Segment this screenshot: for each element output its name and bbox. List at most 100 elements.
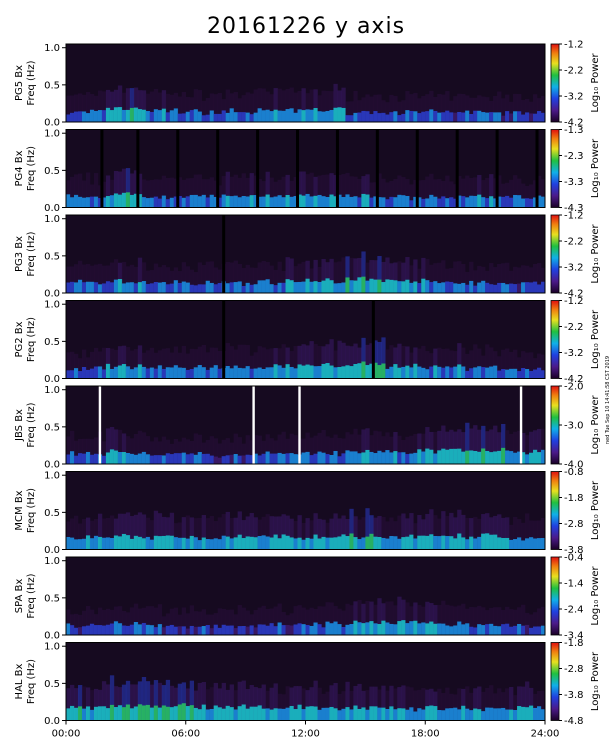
spectral-column xyxy=(337,90,342,122)
low-frequency-band xyxy=(373,623,378,635)
low-frequency-band xyxy=(181,281,187,293)
low-frequency-band xyxy=(161,705,167,721)
low-frequency-band xyxy=(133,283,139,293)
low-frequency-band xyxy=(313,195,318,208)
low-frequency-band xyxy=(425,198,430,208)
spectral-column xyxy=(473,688,478,721)
spectral-column xyxy=(485,344,490,379)
spectral-column xyxy=(209,177,214,208)
spectral-column xyxy=(133,266,139,293)
low-frequency-band xyxy=(453,198,458,208)
low-frequency-band xyxy=(257,536,262,550)
data-gap xyxy=(256,129,260,208)
spectral-column xyxy=(509,101,514,122)
spectral-column xyxy=(213,347,218,379)
low-frequency-band xyxy=(181,452,187,464)
low-frequency-band xyxy=(157,365,163,379)
low-frequency-band xyxy=(269,111,274,122)
spectral-column xyxy=(93,173,99,208)
low-frequency-band xyxy=(101,110,107,122)
spectral-column xyxy=(109,609,115,635)
spectral-column xyxy=(513,349,518,379)
spectral-column xyxy=(389,94,394,122)
spectral-column xyxy=(245,177,250,208)
spectral-column xyxy=(66,688,71,721)
spectral-column xyxy=(113,429,119,464)
spectral-column xyxy=(213,438,218,464)
low-frequency-band xyxy=(285,364,290,379)
low-frequency-band xyxy=(253,627,258,635)
spectral-column xyxy=(229,93,234,122)
low-frequency-band xyxy=(433,535,438,550)
low-frequency-band xyxy=(541,281,546,293)
low-frequency-band xyxy=(121,364,127,379)
spectral-column xyxy=(197,434,203,464)
low-frequency-band xyxy=(66,708,71,721)
low-frequency-band xyxy=(229,108,234,122)
low-frequency-band xyxy=(73,455,79,464)
spectral-column xyxy=(309,437,314,464)
low-frequency-band xyxy=(353,451,358,464)
spectral-column xyxy=(385,102,390,122)
low-frequency-band xyxy=(85,113,91,122)
low-frequency-band xyxy=(149,367,155,379)
low-frequency-band xyxy=(89,281,95,293)
colorbar-tick-label: -0.4 xyxy=(564,553,584,564)
spectral-column xyxy=(249,440,254,464)
low-frequency-band xyxy=(333,537,338,550)
spectral-column xyxy=(513,695,518,721)
spectral-column xyxy=(537,608,542,635)
low-frequency-band xyxy=(461,705,466,721)
spectral-column xyxy=(401,100,406,122)
low-frequency-band xyxy=(401,452,406,464)
low-frequency-band xyxy=(205,625,210,635)
low-frequency-band xyxy=(197,284,203,293)
low-frequency-band xyxy=(117,623,123,635)
low-frequency-band xyxy=(66,536,71,550)
low-frequency-band xyxy=(113,535,119,550)
spectral-column xyxy=(161,685,167,721)
spectral-column xyxy=(389,180,394,208)
spectral-column xyxy=(277,434,282,464)
spectral-column xyxy=(265,262,270,293)
spectral-column xyxy=(537,428,542,464)
low-frequency-band xyxy=(449,112,454,122)
low-frequency-band xyxy=(205,197,210,208)
spectral-column xyxy=(249,513,254,550)
spectral-column xyxy=(445,687,450,721)
spectral-column xyxy=(169,443,175,464)
spectral-column xyxy=(489,100,494,122)
spectral-column xyxy=(321,258,326,293)
low-frequency-band xyxy=(445,708,450,721)
spectral-column xyxy=(421,606,426,635)
spectral-column xyxy=(449,181,454,208)
y-tick-label: 1.0 xyxy=(44,642,60,653)
spectral-column xyxy=(297,263,302,293)
spectral-column xyxy=(313,435,318,464)
low-frequency-band xyxy=(421,198,426,208)
spectral-column xyxy=(429,431,434,464)
low-frequency-band xyxy=(133,621,139,635)
low-frequency-band xyxy=(529,282,534,293)
spectral-column xyxy=(289,258,294,293)
low-frequency-band xyxy=(493,534,498,550)
low-frequency-band xyxy=(405,709,410,721)
spectral-column xyxy=(413,92,418,122)
spectral-column xyxy=(433,691,438,721)
low-frequency-band xyxy=(125,192,131,208)
low-frequency-band xyxy=(393,111,398,122)
low-frequency-band xyxy=(497,626,502,635)
spectral-column xyxy=(341,515,346,550)
spectral-column xyxy=(257,262,262,293)
low-frequency-band xyxy=(97,198,103,208)
spectral-column xyxy=(209,614,214,635)
colorbar-tick-label: -1.2 xyxy=(564,40,584,51)
spectral-column xyxy=(121,433,127,464)
low-frequency-band xyxy=(281,367,286,379)
spectral-column xyxy=(381,685,386,721)
low-frequency-band xyxy=(401,620,406,635)
low-frequency-band xyxy=(69,537,75,550)
spectral-column xyxy=(393,96,398,122)
low-frequency-band xyxy=(509,451,514,464)
